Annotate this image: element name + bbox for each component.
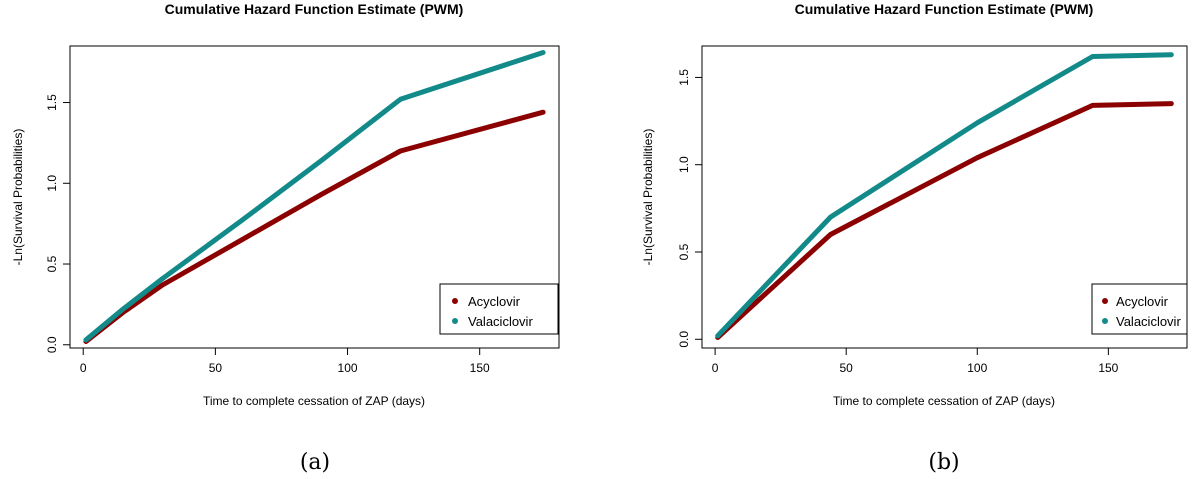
y-tick-label: 0.0 <box>45 336 59 353</box>
y-axis-label: -Ln(Survival Probabilities) <box>11 129 25 266</box>
chart-panel-b: Cumulative Hazard Function Estimate (PWM… <box>641 1 1188 475</box>
legend-marker-acyclovir <box>452 298 458 304</box>
chart-title: Cumulative Hazard Function Estimate (PWM… <box>165 1 464 17</box>
x-tick-label: 100 <box>338 361 358 375</box>
chart-panel-a: Cumulative Hazard Function Estimate (PWM… <box>11 1 560 475</box>
legend-marker-acyclovir <box>1102 298 1108 304</box>
x-axis-label: Time to complete cessation of ZAP (days) <box>203 394 425 408</box>
y-tick-label: 1.0 <box>45 175 59 192</box>
y-tick-label: 1.5 <box>45 94 59 111</box>
y-axis: 0.0 0.5 1.0 1.5 <box>45 94 70 353</box>
x-axis: 0 50 100 150 <box>712 348 1119 375</box>
legend-label-acyclovir: Acyclovir <box>468 294 521 309</box>
series-line-valaciclovir <box>83 50 546 343</box>
y-tick-label: 0.0 <box>677 331 691 348</box>
legend: Acyclovir Valaciclovir <box>439 283 559 335</box>
y-tick-label: 0.5 <box>45 255 59 272</box>
legend-marker-valaciclovir <box>1102 318 1108 324</box>
x-tick-label: 150 <box>1098 361 1118 375</box>
x-tick-label: 0 <box>80 361 87 375</box>
x-tick-label: 150 <box>470 361 490 375</box>
series-layer <box>83 50 546 344</box>
series-line-valaciclovir <box>715 52 1174 339</box>
x-tick-label: 0 <box>712 361 719 375</box>
x-axis-label: Time to complete cessation of ZAP (days) <box>833 394 1055 408</box>
panel-caption: (a) <box>300 450 330 475</box>
series-line-acyclovir <box>715 101 1174 340</box>
legend-box <box>439 283 559 335</box>
y-tick-label: 0.5 <box>677 243 691 260</box>
series-layer <box>715 52 1174 340</box>
y-axis: 0.0 0.5 1.0 1.5 <box>677 69 702 348</box>
legend-label-valaciclovir: Valaciclovir <box>1116 314 1181 329</box>
legend-marker-valaciclovir <box>452 318 458 324</box>
legend: Acyclovir Valaciclovir <box>1091 283 1188 335</box>
legend-label-valaciclovir: Valaciclovir <box>468 314 533 329</box>
y-tick-label: 1.0 <box>677 156 691 173</box>
series-line-acyclovir <box>83 109 546 344</box>
legend-label-acyclovir: Acyclovir <box>1116 294 1169 309</box>
x-axis: 0 50 100 150 <box>80 348 490 375</box>
plot-frame <box>701 45 1188 349</box>
x-tick-label: 50 <box>840 361 854 375</box>
panel-caption: (b) <box>928 450 959 475</box>
chart-title: Cumulative Hazard Function Estimate (PWM… <box>795 1 1094 17</box>
plot-frame <box>69 45 560 349</box>
y-axis-label: -Ln(Survival Probabilities) <box>641 129 655 266</box>
legend-box <box>1091 283 1188 335</box>
y-tick-label: 1.5 <box>677 69 691 86</box>
x-tick-label: 50 <box>209 361 223 375</box>
x-tick-label: 100 <box>967 361 987 375</box>
